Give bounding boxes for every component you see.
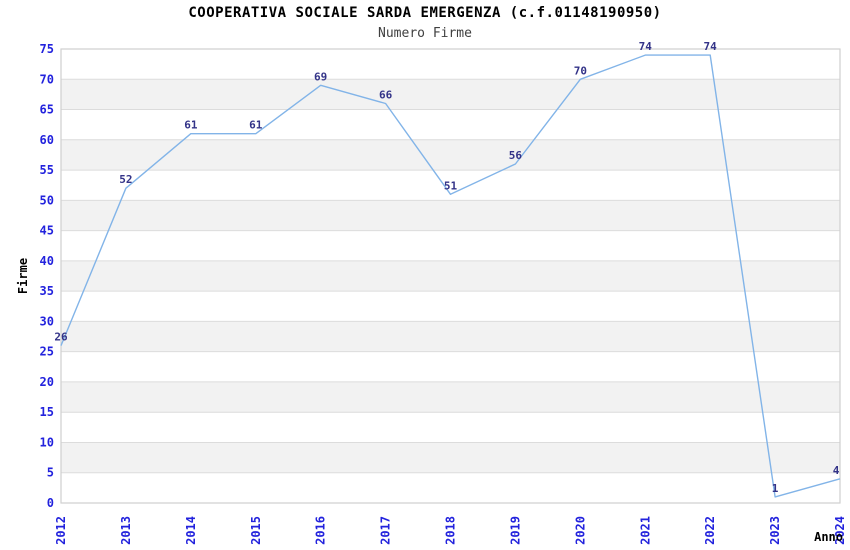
grid-band bbox=[61, 79, 840, 110]
y-tick-label: 10 bbox=[40, 435, 54, 449]
data-label: 61 bbox=[249, 119, 263, 132]
y-tick-label: 50 bbox=[40, 193, 54, 207]
y-tick-label: 30 bbox=[40, 314, 54, 328]
data-label: 74 bbox=[639, 40, 653, 53]
x-tick-label: 2023 bbox=[768, 516, 782, 545]
chart-subtitle: Numero Firme bbox=[378, 26, 472, 41]
y-tick-label: 20 bbox=[40, 375, 54, 389]
data-label: 74 bbox=[704, 40, 718, 53]
y-tick-label: 40 bbox=[40, 254, 54, 268]
x-tick-label: 2022 bbox=[703, 516, 717, 545]
y-tick-label: 65 bbox=[40, 103, 54, 117]
data-label: 61 bbox=[184, 119, 198, 132]
grid-band bbox=[61, 260, 840, 292]
y-tick-label: 0 bbox=[47, 496, 54, 510]
x-tick-label: 2012 bbox=[54, 516, 68, 545]
x-tick-label: 2014 bbox=[184, 516, 198, 545]
y-tick-label: 75 bbox=[40, 42, 54, 56]
grid-band bbox=[61, 381, 840, 413]
x-tick-label: 2016 bbox=[314, 516, 328, 545]
y-tick-label: 25 bbox=[40, 345, 54, 359]
y-tick-label: 45 bbox=[40, 224, 54, 238]
series-line bbox=[60, 54, 841, 498]
x-axis-title: Anno bbox=[814, 530, 843, 544]
y-tick-label: 55 bbox=[40, 163, 54, 177]
data-label: 69 bbox=[314, 70, 327, 83]
data-label: 51 bbox=[444, 179, 458, 192]
x-tick-label: 2024 bbox=[833, 516, 847, 545]
x-tick-label: 2021 bbox=[638, 516, 652, 545]
y-tick-label: 5 bbox=[47, 466, 54, 480]
y-tick-label: 60 bbox=[40, 133, 54, 147]
chart-title: COOPERATIVA SOCIALE SARDA EMERGENZA (c.f… bbox=[188, 5, 662, 21]
x-tick-label: 2015 bbox=[249, 516, 263, 545]
plot-border bbox=[60, 48, 841, 504]
data-label: 66 bbox=[379, 88, 393, 101]
data-label: 52 bbox=[119, 173, 132, 186]
y-tick-label: 15 bbox=[40, 405, 54, 419]
x-tick-label: 2019 bbox=[508, 516, 522, 545]
data-label: 1 bbox=[772, 482, 779, 495]
grid-band bbox=[61, 200, 840, 231]
x-tick-label: 2018 bbox=[444, 516, 458, 545]
grid-band bbox=[61, 139, 840, 171]
grid-band bbox=[61, 442, 840, 473]
x-tick-label: 2020 bbox=[573, 516, 587, 545]
y-tick-label: 35 bbox=[40, 284, 54, 298]
data-label: 4 bbox=[833, 464, 840, 477]
data-label: 56 bbox=[509, 149, 523, 162]
y-axis-title: Firme bbox=[16, 258, 30, 294]
data-label: 70 bbox=[574, 64, 587, 77]
x-tick-label: 2013 bbox=[119, 516, 133, 545]
grid-band bbox=[61, 321, 840, 352]
x-tick-label: 2017 bbox=[379, 516, 393, 545]
data-label: 26 bbox=[54, 331, 68, 344]
y-tick-label: 70 bbox=[40, 72, 54, 86]
